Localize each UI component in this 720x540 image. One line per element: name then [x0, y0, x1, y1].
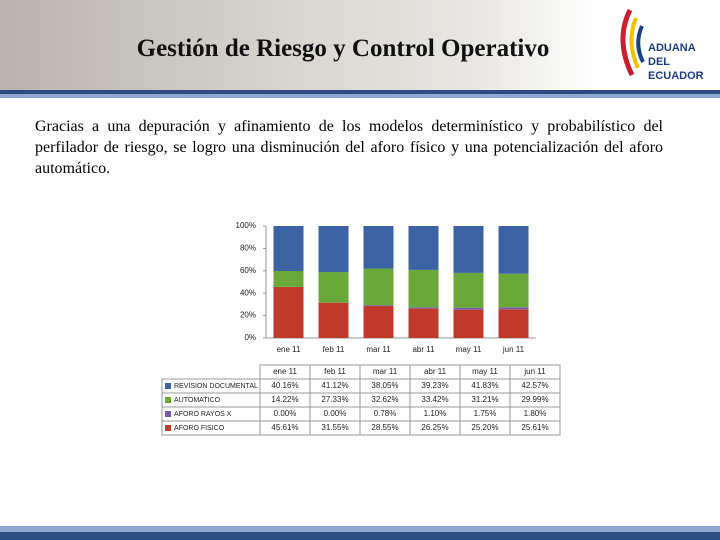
table-cell: 1.80%	[524, 409, 547, 418]
table-cell: 1.10%	[424, 409, 447, 418]
x-tick-label: abr 11	[412, 345, 435, 354]
bar-segment	[318, 302, 349, 338]
table-cell: 0.00%	[274, 409, 297, 418]
table-cell: 0.00%	[324, 409, 347, 418]
body-text: Gracias a una depuración y afinamiento d…	[35, 118, 663, 177]
logo-mark	[620, 8, 635, 77]
logo-text: ADUANA	[648, 42, 696, 54]
legend-swatch	[165, 383, 171, 389]
slide-title: Gestión de Riesgo y Control Operativo	[137, 35, 550, 62]
y-tick-label: 40%	[240, 288, 256, 297]
bar-segment	[453, 226, 484, 273]
table-cell: 27.33%	[321, 395, 348, 404]
bar-segment	[273, 286, 304, 338]
bar-segment	[408, 226, 439, 270]
bar-segment	[453, 307, 484, 310]
bar-segment	[453, 272, 484, 308]
x-tick-label: feb 11	[323, 345, 345, 354]
table-cell: 41.12%	[321, 381, 348, 390]
y-tick-label: 0%	[244, 333, 256, 342]
table-header: jun 11	[523, 367, 546, 376]
footer-stripe	[0, 532, 720, 540]
bar-segment	[498, 273, 529, 308]
x-tick-label: mar 11	[366, 345, 391, 354]
header-stripe	[0, 94, 720, 98]
bar-segment	[318, 272, 349, 303]
bar-segment	[273, 226, 304, 271]
legend-swatch	[165, 411, 171, 417]
header-stripe	[0, 90, 720, 94]
table-cell: 42.57%	[521, 381, 548, 390]
table-cell: 33.42%	[421, 395, 448, 404]
table-cell: 25.61%	[521, 423, 548, 432]
table-cell: 40.16%	[271, 381, 298, 390]
logo-mark	[629, 17, 640, 69]
bar-segment	[363, 305, 394, 307]
bar-segment	[363, 306, 394, 338]
y-tick-label: 80%	[240, 244, 256, 253]
legend-label: AFORO RAYOS X	[174, 411, 232, 418]
bar-segment	[453, 309, 484, 338]
x-tick-label: may 11	[456, 345, 482, 354]
table-cell: 14.22%	[271, 395, 298, 404]
bar-segment	[363, 226, 394, 269]
logo-text: ECUADOR	[648, 70, 704, 82]
table-cell: 28.55%	[371, 423, 398, 432]
logo-text: DEL	[648, 56, 670, 68]
table-header: mar 11	[373, 367, 398, 376]
header: Gestión de Riesgo y Control Operativo AD…	[0, 0, 720, 98]
y-tick-label: 60%	[240, 266, 256, 275]
bar-segment	[498, 309, 529, 338]
table-header: feb 11	[324, 367, 346, 376]
header-photo	[0, 0, 600, 90]
table-cell: 32.62%	[371, 395, 398, 404]
legend-label: AFORO FISICO	[174, 425, 225, 432]
legend-swatch	[165, 425, 171, 431]
bar-segment	[408, 307, 439, 309]
table-cell: 0.78%	[374, 409, 397, 418]
x-tick-label: jun 11	[502, 345, 525, 354]
legend-swatch	[165, 397, 171, 403]
y-tick-label: 100%	[236, 221, 256, 230]
table-cell: 1.75%	[474, 409, 497, 418]
table-header: abr 11	[424, 367, 447, 376]
table-cell: 45.61%	[271, 423, 298, 432]
legend-label: REVISION DOCUMENTAL	[174, 383, 258, 390]
table-cell: 26.25%	[421, 423, 448, 432]
bar-segment	[318, 226, 349, 273]
legend-label: AUTOMATICO	[174, 397, 221, 404]
bar-segment	[363, 268, 394, 306]
table-cell: 31.21%	[471, 395, 498, 404]
table-cell: 41.83%	[471, 381, 498, 390]
bar-segment	[498, 307, 529, 310]
bar-segment	[408, 308, 439, 338]
table-cell: 31.55%	[321, 423, 348, 432]
table-cell: 38.05%	[371, 381, 398, 390]
table-cell: 29.99%	[521, 395, 548, 404]
bar-segment	[498, 226, 529, 274]
table-cell: 39.23%	[421, 381, 448, 390]
bar-segment	[273, 270, 304, 287]
table-header: ene 11	[273, 367, 297, 376]
table-cell: 25.20%	[471, 423, 498, 432]
x-tick-label: ene 11	[277, 345, 301, 354]
table-header: may 11	[472, 367, 498, 376]
y-tick-label: 20%	[240, 311, 256, 320]
bar-segment	[408, 269, 439, 308]
logo-mark	[636, 25, 645, 63]
